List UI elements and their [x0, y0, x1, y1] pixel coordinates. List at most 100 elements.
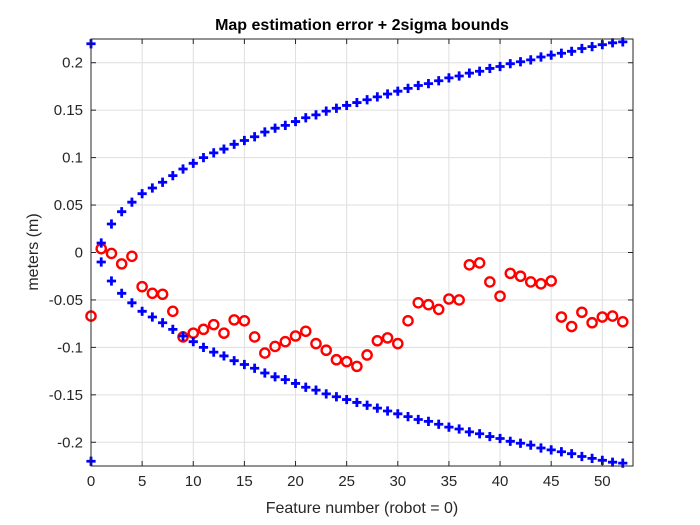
- bound-point: [352, 397, 362, 408]
- bound-point: [117, 207, 127, 217]
- bound-point: [495, 61, 505, 72]
- bound-point: [198, 342, 209, 352]
- error-point: [351, 360, 363, 373]
- bound-point: [444, 73, 454, 83]
- error-point: [361, 349, 373, 361]
- bound-point: [362, 95, 372, 105]
- bound-point: [127, 298, 137, 308]
- bound-point: [372, 403, 382, 413]
- bound-point: [209, 148, 219, 158]
- bound-point: [475, 66, 485, 76]
- bound-point: [352, 97, 362, 108]
- error-point: [340, 355, 353, 368]
- y-tick-label: -0.1: [57, 339, 83, 356]
- x-tick-label: 25: [338, 473, 355, 490]
- grid: [90, 39, 633, 466]
- chart-title: Map estimation error + 2sigma bounds: [215, 17, 509, 34]
- error-point: [412, 296, 425, 309]
- bound-point: [485, 63, 495, 74]
- bound-point: [403, 412, 413, 422]
- bound-point: [280, 120, 290, 130]
- bound-point: [413, 80, 423, 91]
- bound-point: [260, 368, 270, 378]
- bound-point: [567, 46, 577, 56]
- bound-point: [434, 419, 444, 429]
- bound-point: [178, 164, 188, 174]
- error-point: [299, 325, 312, 338]
- error-point: [320, 344, 333, 357]
- bound-point: [393, 86, 403, 96]
- x-tick-label: 20: [287, 473, 304, 490]
- bound-point: [321, 389, 331, 399]
- bound-point: [106, 276, 117, 286]
- x-tick-label: 50: [594, 473, 611, 490]
- bound-point: [515, 438, 526, 448]
- bound-point: [96, 238, 106, 248]
- error-point: [207, 318, 220, 331]
- bound-point: [290, 116, 301, 127]
- bound-point: [250, 363, 260, 373]
- bound-point: [454, 424, 464, 434]
- bound-point: [168, 171, 178, 181]
- series-1: [86, 37, 628, 248]
- bound-point: [546, 445, 556, 455]
- bound-point: [423, 416, 434, 427]
- ticks: 0 5 10 15 20 25 30 35 40 45 50 -0.2 -0.15 -0.1 -0.05 0 0…: [49, 39, 633, 490]
- bound-point: [198, 153, 209, 163]
- bound-point: [485, 431, 495, 442]
- bound-point: [434, 76, 444, 86]
- x-tick-label: 15: [236, 473, 253, 490]
- x-tick-label: 40: [492, 473, 509, 490]
- error-point: [391, 337, 404, 350]
- bound-point: [239, 135, 249, 146]
- y-axis-label: meters (m): [25, 213, 42, 290]
- bound-point: [464, 68, 474, 78]
- bound-point: [393, 409, 403, 419]
- error-point: [330, 353, 343, 366]
- bound-point: [362, 400, 372, 410]
- y-tick-label: 0: [75, 245, 83, 262]
- bound-point: [219, 351, 229, 361]
- error-point: [565, 320, 578, 333]
- series-2: [86, 257, 628, 468]
- bound-point: [475, 429, 485, 439]
- error-point: [422, 298, 435, 311]
- error-point: [156, 288, 169, 301]
- bound-point: [546, 50, 556, 60]
- bound-point: [413, 414, 423, 425]
- bound-point: [157, 177, 168, 187]
- error-point: [576, 306, 588, 319]
- error-point: [504, 267, 517, 280]
- bound-point: [117, 288, 127, 298]
- bound-point: [301, 382, 311, 392]
- bound-point: [178, 331, 188, 341]
- error-point: [514, 270, 527, 283]
- bound-point: [239, 359, 249, 370]
- bound-point: [96, 257, 106, 267]
- bound-point: [106, 219, 117, 229]
- bound-point: [188, 337, 198, 347]
- error-point: [545, 275, 557, 287]
- y-tick-label: -0.05: [49, 292, 83, 309]
- y-tick-label: 0.2: [62, 55, 83, 72]
- bound-point: [567, 449, 577, 459]
- error-point: [105, 247, 118, 260]
- bound-point: [301, 113, 311, 123]
- bound-point: [382, 406, 393, 416]
- bound-point: [331, 392, 342, 402]
- bound-point: [137, 306, 147, 316]
- bound-point: [219, 144, 229, 154]
- bound-point: [188, 158, 198, 168]
- error-point: [126, 250, 138, 263]
- error-point: [402, 315, 414, 327]
- x-tick-label: 0: [87, 473, 95, 490]
- bound-point: [331, 103, 342, 113]
- error-point: [115, 258, 128, 270]
- bound-point: [372, 92, 382, 102]
- data-marks: [85, 37, 629, 468]
- bound-point: [342, 394, 352, 405]
- bound-point: [382, 89, 393, 99]
- bound-point: [577, 43, 587, 54]
- bound-point: [311, 110, 321, 120]
